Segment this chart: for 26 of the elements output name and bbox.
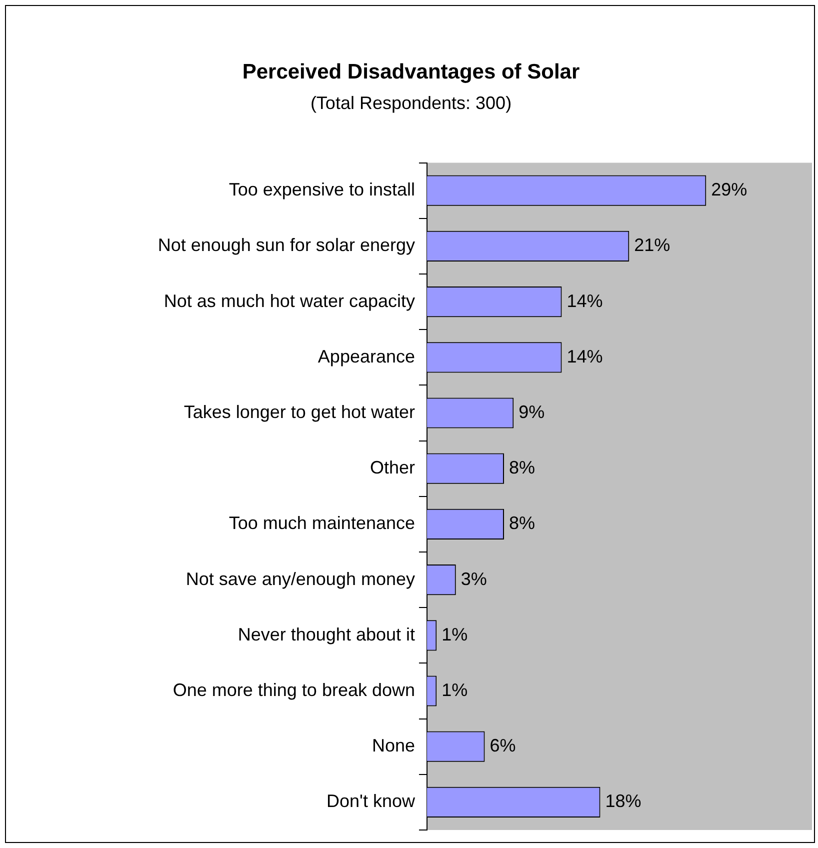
y-tick-label: Too much maintenance [228,513,415,534]
y-tick-label: Takes longer to get hot water [184,402,415,422]
y-tick-label: Never thought about it [238,624,415,644]
data-label: 21% [634,235,670,256]
data-label: 18% [605,791,642,812]
data-label: 14% [566,290,603,311]
y-tick-label: Appearance [318,346,415,366]
data-label: 6% [490,736,516,756]
y-tick-label: Not as much hot water capacity [164,290,415,311]
y-tick-label: Don't know [326,791,416,812]
y-tick-label: Not enough sun for solar energy [158,235,415,256]
data-label: 3% [460,568,487,589]
y-tick-label: One more thing to break down [172,680,415,700]
y-tick-label: Other [370,458,415,478]
data-label: 9% [518,402,545,422]
data-label: 29% [711,180,748,200]
y-tick-label: Not save any/enough money [186,568,415,589]
y-tick-label: Too expensive to install [228,180,415,200]
y-tick-label: None [372,736,415,756]
data-label: 8% [509,513,536,534]
data-label: 14% [566,346,603,366]
data-label: 1% [442,680,468,700]
chart-title: Perceived Disadvantages of Solar [242,60,580,84]
data-label: 8% [509,458,536,478]
data-label: 1% [442,624,468,644]
chart-subtitle: (Total Respondents: 300) [310,92,512,113]
